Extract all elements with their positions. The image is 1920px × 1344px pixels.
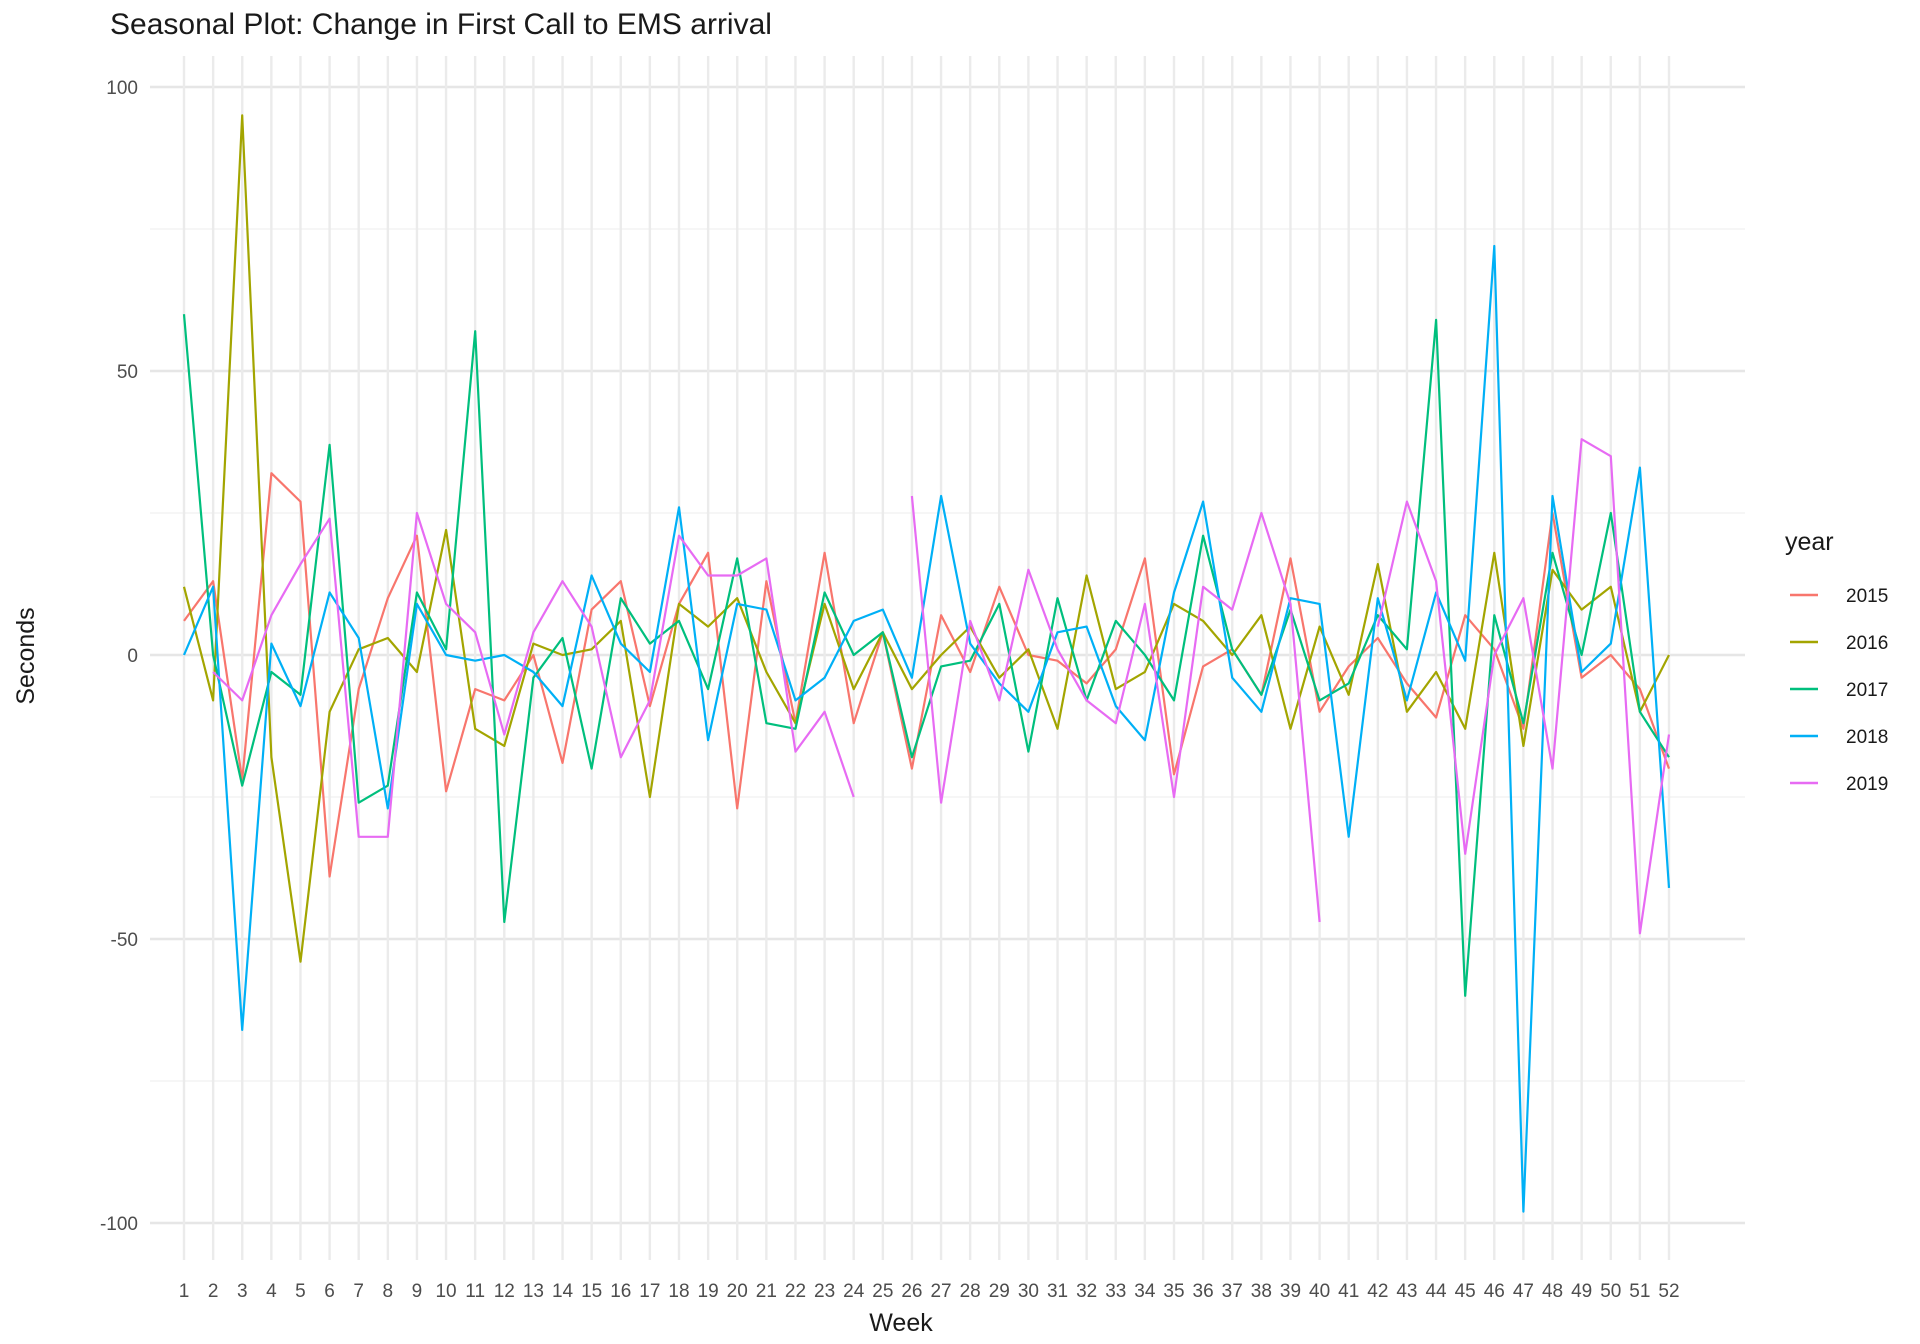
- x-tick-label: 25: [872, 1281, 893, 1302]
- x-tick-label: 29: [989, 1281, 1010, 1302]
- x-tick-label: 52: [1658, 1281, 1679, 1302]
- x-tick-label: 21: [756, 1281, 777, 1302]
- x-tick-label: 19: [698, 1281, 719, 1302]
- legend-label-2019: 2019: [1846, 774, 1888, 795]
- x-tick-label: 10: [435, 1281, 456, 1302]
- x-tick-label: 41: [1338, 1281, 1359, 1302]
- x-tick-label: 32: [1076, 1281, 1097, 1302]
- x-tick-label: 46: [1484, 1281, 1505, 1302]
- legend-title: year: [1785, 528, 1834, 556]
- y-tick-label: -50: [111, 930, 138, 951]
- x-tick-label: 42: [1367, 1281, 1388, 1302]
- series-lines: [182, 114, 1671, 1213]
- series-line-2015: [183, 472, 1671, 878]
- x-tick-label: 23: [814, 1281, 835, 1302]
- x-tick-label: 49: [1571, 1281, 1592, 1302]
- y-axis-title: Seconds: [12, 607, 40, 704]
- x-tick-label: 15: [581, 1281, 602, 1302]
- x-tick-label: 5: [295, 1281, 306, 1302]
- series-line-2017: [182, 314, 1670, 997]
- x-tick-label: 31: [1047, 1281, 1068, 1302]
- chart-title: Seasonal Plot: Change in First Call to E…: [110, 8, 772, 41]
- x-tick-label: 36: [1193, 1281, 1214, 1302]
- series-line-2016: [182, 114, 1670, 963]
- x-tick-label: 3: [237, 1281, 248, 1302]
- x-tick-label: 22: [785, 1281, 806, 1302]
- x-tick-label: 38: [1251, 1281, 1272, 1302]
- legend-label-2017: 2017: [1846, 680, 1888, 701]
- x-tick-label: 17: [639, 1281, 660, 1302]
- x-tick-label: 24: [843, 1281, 865, 1302]
- x-tick-label: 30: [1018, 1281, 1039, 1302]
- x-tick-label: 9: [412, 1281, 423, 1302]
- y-tick-label: -100: [100, 1214, 138, 1235]
- y-tick-labels: 100 50 0 -50 -100: [100, 78, 138, 1235]
- x-tick-label: 26: [901, 1281, 922, 1302]
- x-tick-label: 11: [465, 1281, 485, 1302]
- x-tick-label: 4: [266, 1281, 277, 1302]
- x-tick-label: 35: [1163, 1281, 1184, 1302]
- x-tick-label: 39: [1280, 1281, 1301, 1302]
- x-tick-label: 13: [523, 1281, 544, 1302]
- x-tick-label: 34: [1134, 1281, 1156, 1302]
- x-tick-labels: 1 2 3 4 5 6 7 8 9 10 11 12 13 14 15 16 17 18 19 20 21 22 23 24 2…: [179, 1281, 1680, 1302]
- y-tick-label: 0: [127, 646, 138, 667]
- x-tick-label: 44: [1425, 1281, 1447, 1302]
- y-tick-label: 100: [106, 78, 138, 99]
- series-line-2019: [1376, 438, 1671, 935]
- x-tick-label: 20: [727, 1281, 748, 1302]
- x-tick-label: 7: [353, 1281, 364, 1302]
- x-tick-label: 45: [1455, 1281, 1476, 1302]
- x-tick-label: 43: [1396, 1281, 1417, 1302]
- series-line-2019: [910, 495, 1321, 923]
- x-tick-label: 28: [960, 1281, 981, 1302]
- x-tick-label: 47: [1513, 1281, 1534, 1302]
- x-axis-title: Week: [869, 1309, 933, 1337]
- legend-label-2016: 2016: [1846, 633, 1888, 654]
- legend: year 2015 2016 2017 2018 2019: [1785, 528, 1888, 795]
- x-tick-label: 12: [494, 1281, 515, 1302]
- x-tick-label: 37: [1222, 1281, 1243, 1302]
- x-tick-label: 2: [208, 1281, 219, 1302]
- x-tick-label: 16: [610, 1281, 631, 1302]
- x-tick-label: 33: [1105, 1281, 1126, 1302]
- series-line-2019: [212, 511, 855, 838]
- legend-label-2018: 2018: [1846, 727, 1888, 748]
- x-tick-label: 40: [1309, 1281, 1330, 1302]
- x-tick-label: 8: [383, 1281, 394, 1302]
- x-tick-label: 6: [324, 1281, 335, 1302]
- x-tick-label: 50: [1600, 1281, 1621, 1302]
- x-tick-label: 18: [668, 1281, 689, 1302]
- series-line-2018: [182, 244, 1671, 1213]
- x-tick-label: 51: [1629, 1281, 1650, 1302]
- x-tick-label: 27: [930, 1281, 951, 1302]
- legend-label-2015: 2015: [1846, 586, 1888, 607]
- x-tick-label: 48: [1542, 1281, 1563, 1302]
- x-tick-label: 14: [552, 1281, 574, 1302]
- x-tick-label: 1: [179, 1281, 190, 1302]
- y-tick-label: 50: [117, 362, 138, 383]
